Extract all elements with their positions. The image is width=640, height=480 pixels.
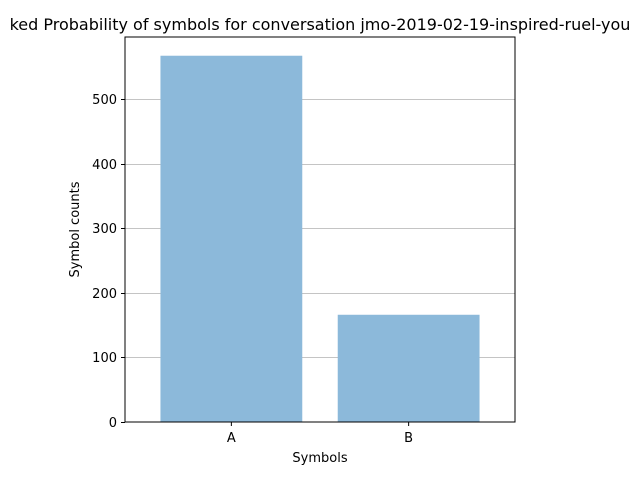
bars: [160, 55, 480, 423]
y-tick-label: 400: [92, 158, 117, 173]
y-axis-ticks: 0 100 200 300 400 500: [92, 93, 125, 431]
bar-a: [160, 55, 303, 423]
x-tick-label: A: [227, 431, 236, 446]
bar-b: [337, 314, 480, 422]
y-tick-label: 100: [92, 351, 117, 366]
y-tick-label: 200: [92, 287, 117, 302]
y-tick-label: 500: [92, 93, 117, 108]
plot-frame: [124, 36, 516, 423]
x-tick-label: B: [404, 431, 413, 446]
y-axis-label: Symbol counts: [68, 181, 83, 277]
chart-title: ked Probability of symbols for conversat…: [10, 15, 631, 34]
y-tick-label: 0: [109, 416, 117, 431]
x-axis-label: Symbols: [292, 451, 347, 466]
y-tick-label: 300: [92, 222, 117, 237]
